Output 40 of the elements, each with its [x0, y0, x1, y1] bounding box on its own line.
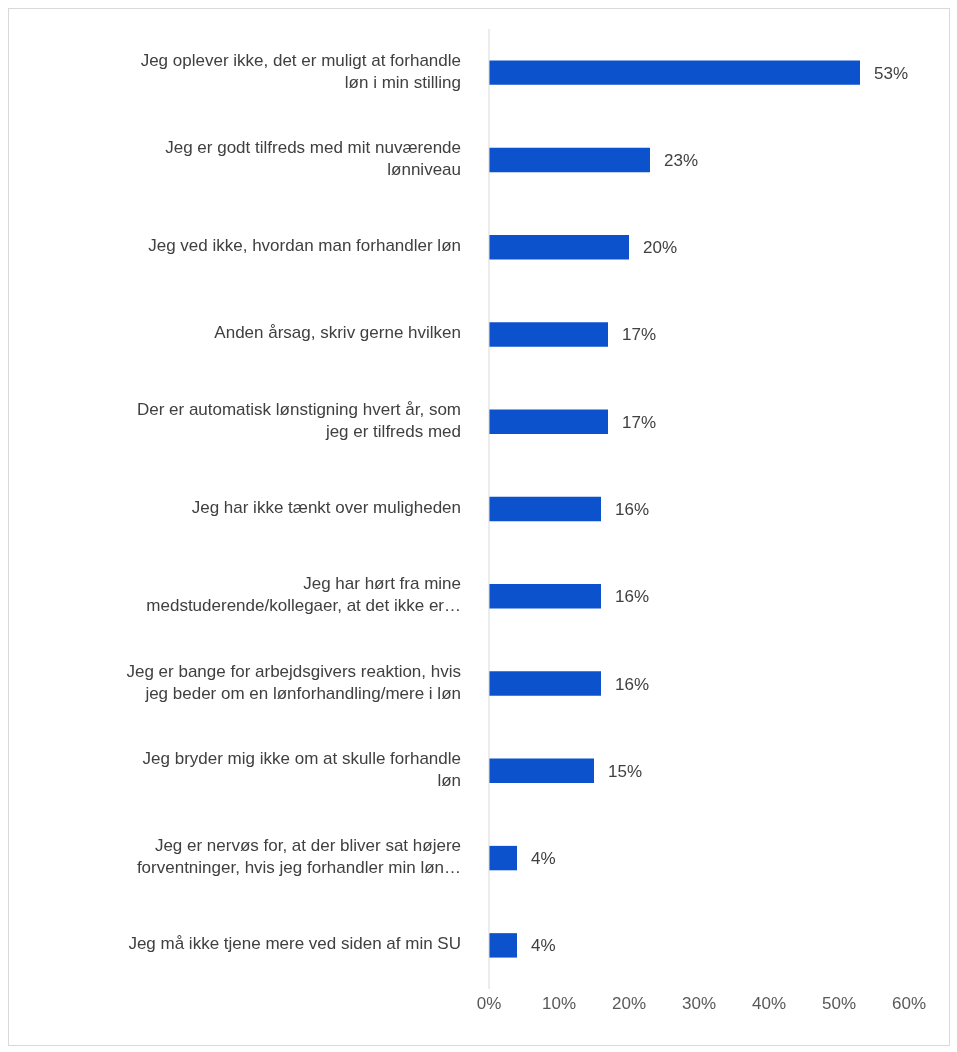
- bar: [489, 409, 608, 434]
- x-tick-label: 0%: [476, 994, 502, 1014]
- bar: [489, 758, 594, 784]
- y-tick-label: Jeg oplever ikke, det er muligt at forhandle løn i min stilling: [140, 51, 461, 93]
- data-label: 16%: [615, 674, 650, 694]
- y-tick-label: Jeg er godt tilfreds med mit nuværende lønniveau: [165, 138, 461, 180]
- data-label: 15%: [608, 761, 643, 781]
- y-tick-label: Jeg bryder mig ikke om at skulle forhandle løn: [142, 749, 461, 791]
- data-label: 53%: [874, 63, 909, 83]
- bar: [489, 671, 601, 696]
- data-label: 23%: [664, 150, 699, 170]
- bar: [489, 933, 517, 958]
- bar: [489, 584, 601, 609]
- data-label: 20%: [643, 238, 678, 258]
- x-tick-label: 30%: [681, 994, 717, 1014]
- bar: [489, 60, 860, 85]
- y-tick-label: Jeg må ikke tjene mere ved siden af min SU: [128, 934, 461, 954]
- y-tick-label: Jeg har hørt fra mine medstuderende/kollegaer, at det ikke er…: [146, 574, 461, 616]
- y-tick-label: Jeg ved ikke, hvordan man forhandler løn: [148, 236, 461, 256]
- bar: [489, 496, 601, 522]
- data-label: 4%: [531, 849, 556, 869]
- x-tick-label: 40%: [751, 994, 787, 1014]
- data-label: 16%: [615, 500, 650, 520]
- x-tick-label: 60%: [891, 994, 927, 1014]
- y-tick-label: Anden årsag, skriv gerne hvilken: [214, 323, 461, 343]
- y-tick-label: Jeg er nervøs for, at der bliver sat højere forventninger, hvis jeg forhandler min løn…: [136, 836, 461, 878]
- data-label: 17%: [622, 325, 657, 345]
- y-tick-label: Jeg har ikke tænkt over muligheden: [191, 498, 461, 518]
- bar: [489, 322, 608, 347]
- y-tick-label: Jeg er bange for arbejdsgivers reaktion, hvis jeg beder om en lønforhandling/mere i løn: [126, 662, 461, 704]
- bar: [489, 147, 650, 173]
- data-label: 4%: [531, 936, 556, 956]
- bar: [489, 234, 629, 260]
- x-tick-label: 10%: [541, 994, 577, 1014]
- x-tick-label: 50%: [821, 994, 857, 1014]
- data-label: 16%: [615, 587, 650, 607]
- bar: [489, 845, 517, 871]
- x-tick-label: 20%: [611, 994, 647, 1014]
- data-label: 17%: [622, 412, 657, 432]
- y-tick-label: Der er automatisk lønstigning hvert år, som jeg er tilfreds med: [136, 400, 461, 442]
